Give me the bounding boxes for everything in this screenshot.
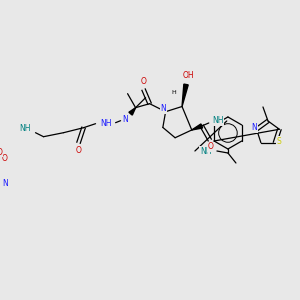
Text: NH: NH — [100, 119, 111, 128]
Text: O: O — [2, 154, 8, 163]
Text: NH: NH — [20, 124, 31, 133]
Text: O: O — [208, 142, 214, 152]
Text: OH: OH — [182, 71, 194, 80]
Text: O: O — [0, 148, 2, 157]
Text: O: O — [141, 77, 146, 86]
Text: N: N — [3, 179, 8, 188]
Text: NH: NH — [212, 116, 224, 125]
Text: N: N — [161, 104, 167, 113]
Text: S: S — [277, 137, 281, 146]
Polygon shape — [129, 108, 136, 115]
Text: O: O — [76, 146, 82, 155]
Text: H: H — [172, 90, 176, 95]
Text: N: N — [123, 115, 128, 124]
Polygon shape — [192, 124, 203, 130]
Text: NH: NH — [200, 146, 212, 155]
Polygon shape — [182, 84, 188, 106]
Text: N: N — [252, 123, 257, 132]
